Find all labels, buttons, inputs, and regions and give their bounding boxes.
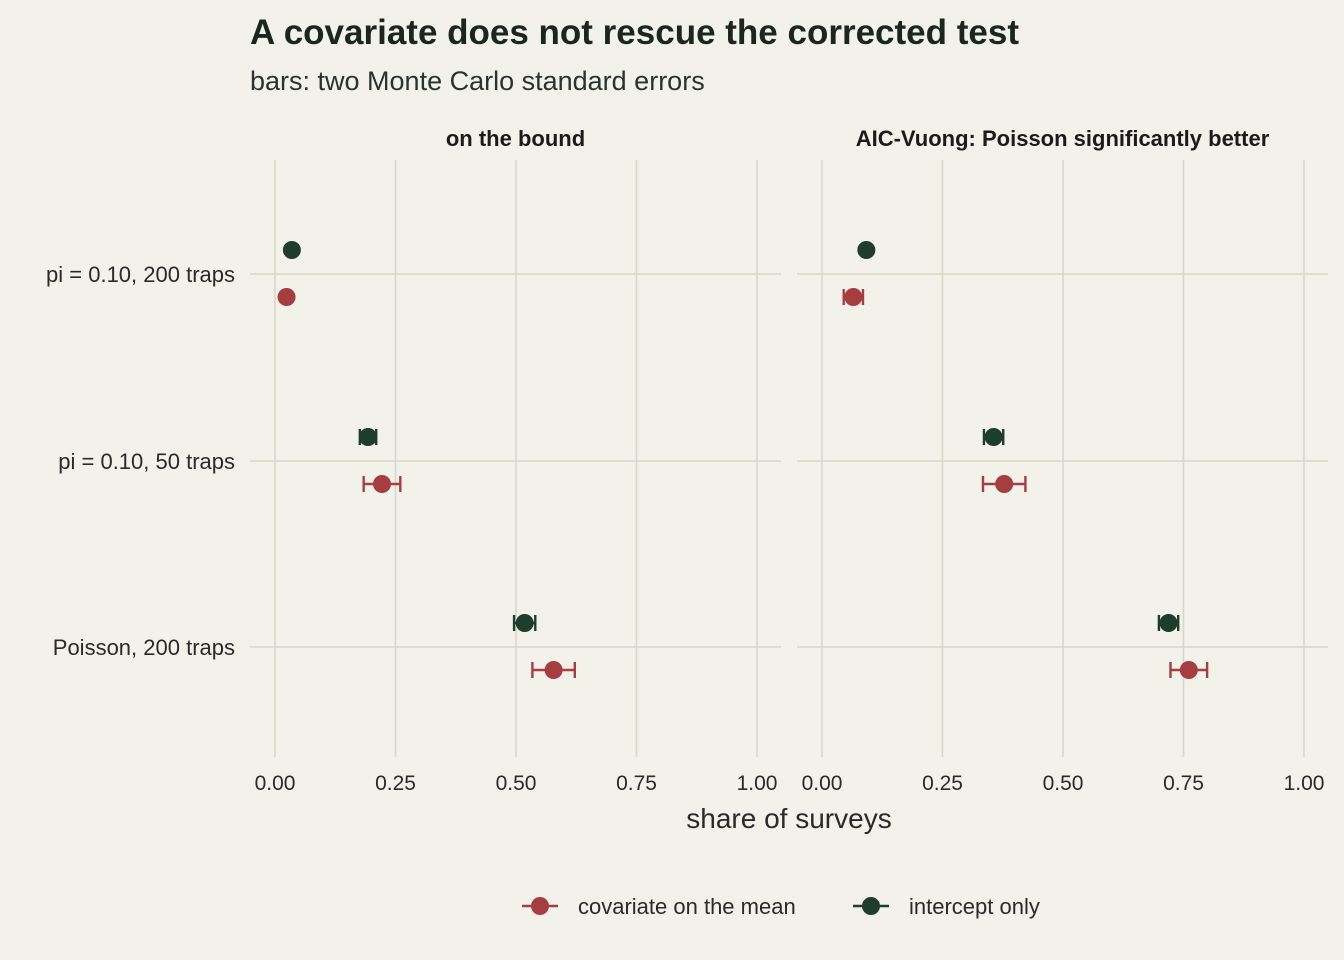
data-point (857, 241, 876, 259)
x-tick-label: 0.25 (375, 772, 416, 795)
x-tick-label: 0.00 (802, 772, 843, 795)
y-tick-label: pi = 0.10, 50 traps (58, 449, 235, 474)
panel-1: on the bound 0.00 0.25 0.50 0.75 1.00 (250, 126, 781, 795)
legend-label: covariate on the mean (578, 894, 796, 919)
x-tick-label: 0.75 (1163, 772, 1204, 795)
legend-key-point (531, 897, 549, 915)
legend-key-point (862, 897, 880, 915)
x-tick-label: 0.50 (1043, 772, 1084, 795)
series-intercept-only (282, 241, 537, 632)
data-point (515, 614, 534, 632)
data-point (995, 475, 1014, 493)
data-point (373, 475, 392, 493)
data-point (844, 288, 863, 306)
panel-title: AIC-Vuong: Poisson significantly better (856, 126, 1270, 151)
x-axis-label: share of surveys (686, 803, 891, 834)
x-tick-label: 0.50 (496, 772, 537, 795)
x-tick-label: 0.25 (922, 772, 963, 795)
series-covariate-on-the-mean (842, 288, 1209, 679)
data-point (984, 428, 1003, 446)
panel-2: AIC-Vuong: Poisson significantly better 0… (797, 126, 1328, 795)
data-point (1159, 614, 1178, 632)
x-tick-label: 0.00 (255, 772, 296, 795)
data-point (544, 661, 563, 679)
legend: covariate on the mean intercept only (522, 894, 1040, 919)
legend-item: covariate on the mean (522, 894, 796, 919)
y-tick-label: pi = 0.10, 200 traps (46, 262, 235, 287)
x-tick-label: 0.75 (616, 772, 657, 795)
x-tick-label: 1.00 (737, 772, 778, 795)
legend-item: intercept only (853, 894, 1040, 919)
panel-title: on the bound (446, 126, 585, 151)
x-tick-label: 1.00 (1284, 772, 1325, 795)
chart-subtitle: bars: two Monte Carlo standard errors (250, 66, 705, 96)
y-axis: pi = 0.10, 200 traps pi = 0.10, 50 traps P… (46, 262, 235, 660)
y-tick-label: Poisson, 200 traps (53, 635, 235, 660)
chart-title: A covariate does not rescue the correcte… (250, 13, 1019, 52)
data-point (282, 241, 301, 259)
data-point (277, 288, 296, 306)
legend-label: intercept only (909, 894, 1040, 919)
data-point (1179, 661, 1198, 679)
series-intercept-only (857, 241, 1180, 632)
series-covariate-on-the-mean (277, 288, 577, 679)
data-point (359, 428, 378, 446)
